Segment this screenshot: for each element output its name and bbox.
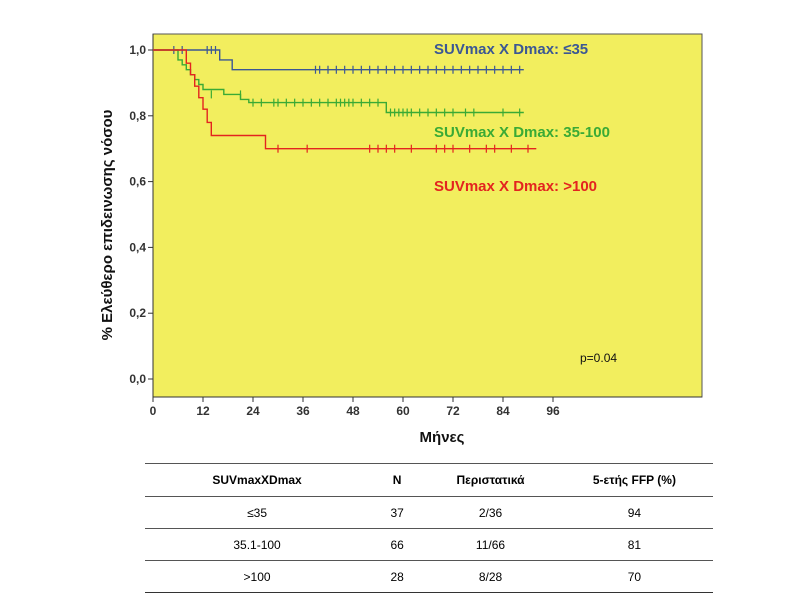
header-ffp: 5-ετής FFP (%) [555,463,713,497]
header-n: N [369,463,426,497]
x-tick-label: 12 [196,404,210,418]
x-tick-label: 36 [296,404,310,418]
table-cell: >100 [145,560,370,593]
x-tick-label: 0 [150,404,157,418]
x-tick-label: 72 [446,404,460,418]
plot-area [152,33,703,398]
series-label-le35: SUVmax X Dmax: ≤35 [434,41,588,58]
y-tick-label: 1,0 [129,43,146,57]
table-cell: 11/66 [425,528,556,561]
series-label-gt100: SUVmax X Dmax: >100 [434,178,597,195]
table-cell: 37 [369,496,426,529]
summary-table: SUVmaxXDmax N Περιστατικά 5-ετής FFP (%)… [145,463,713,593]
series-layer [153,46,537,153]
y-axis-title: % Ελεύθερο επιδεινωσης νόσου [99,109,116,340]
table-cell: 70 [555,560,713,593]
header-events: Περιστατικά [425,463,556,497]
table-cell: 8/28 [425,560,556,593]
series-2 [153,49,537,153]
survival-step-line [153,49,524,114]
table-cell: 2/36 [425,496,556,529]
y-tick-label: 0,4 [129,240,146,254]
table-header-row: SUVmaxXDmax N Περιστατικά 5-ετής FFP (%) [145,463,713,497]
table-row: ≤35 37 2/36 94 [145,496,713,529]
y-tick-label: 0,6 [129,175,146,189]
km-chart: 0,0 0,2 0,4 0,6 0,8 1,0 0 12 24 36 48 60 72 84 96 % Ε… [99,33,703,446]
survival-step-line [153,49,524,71]
x-tick-label: 24 [246,404,260,418]
x-tick-label: 60 [396,404,410,418]
x-tick-label: 48 [346,404,360,418]
table-row: >100 28 8/28 70 [145,560,713,593]
x-tick-label: 96 [546,404,560,418]
table-cell: 35.1-100 [145,528,370,561]
series-label-35-100: SUVmax X Dmax: 35-100 [434,124,610,141]
table-cell: 94 [555,496,713,529]
series-0 [153,46,524,74]
y-tick-label: 0,0 [129,372,146,386]
table-cell: 81 [555,528,713,561]
y-tick-label: 0,8 [129,109,146,123]
x-axis-title: Μήνες [420,429,465,446]
p-value-annotation: p=0.04 [580,351,617,365]
survival-step-line [153,49,537,150]
table-cell: ≤35 [145,496,370,529]
header-suvmaxdmax: SUVmaxXDmax [145,463,370,497]
table-cell: 66 [369,528,426,561]
table-row: 35.1-100 66 11/66 81 [145,528,713,561]
series-1 [153,49,524,117]
y-tick-label: 0,2 [129,306,146,320]
x-tick-label: 84 [496,404,510,418]
table-cell: 28 [369,560,426,593]
